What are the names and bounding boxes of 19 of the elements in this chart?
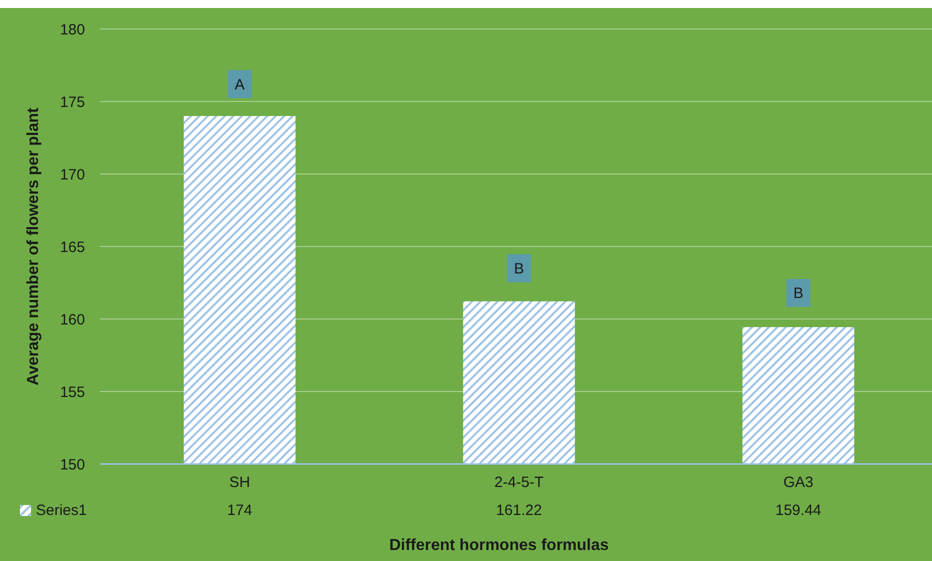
y-tick-label: 180 xyxy=(60,21,85,38)
y-tick-label: 160 xyxy=(60,311,85,328)
data-label: 161.22 xyxy=(496,502,542,519)
annotation: B xyxy=(793,285,804,302)
data-label: 174 xyxy=(227,502,252,519)
annotation: B xyxy=(514,260,524,278)
data-label: 159.44 xyxy=(775,502,822,519)
legend-label: Series1 xyxy=(36,502,87,519)
annotation: A xyxy=(234,76,245,94)
y-tick-label: 150 xyxy=(60,456,85,474)
y-axis-title: Average number of flowers per plant xyxy=(25,106,42,386)
x-tick-label: 2-4-5-T xyxy=(494,474,544,491)
y-tick-label: 155 xyxy=(60,384,85,401)
y-tick-label: 165 xyxy=(60,238,85,256)
y-tick-label: 170 xyxy=(60,166,85,184)
x-tick-label: SH xyxy=(229,474,250,491)
x-axis-title: Different hormones formulas xyxy=(389,537,609,554)
y-tick-label: 175 xyxy=(60,94,85,111)
x-tick-label: GA3 xyxy=(783,474,814,491)
